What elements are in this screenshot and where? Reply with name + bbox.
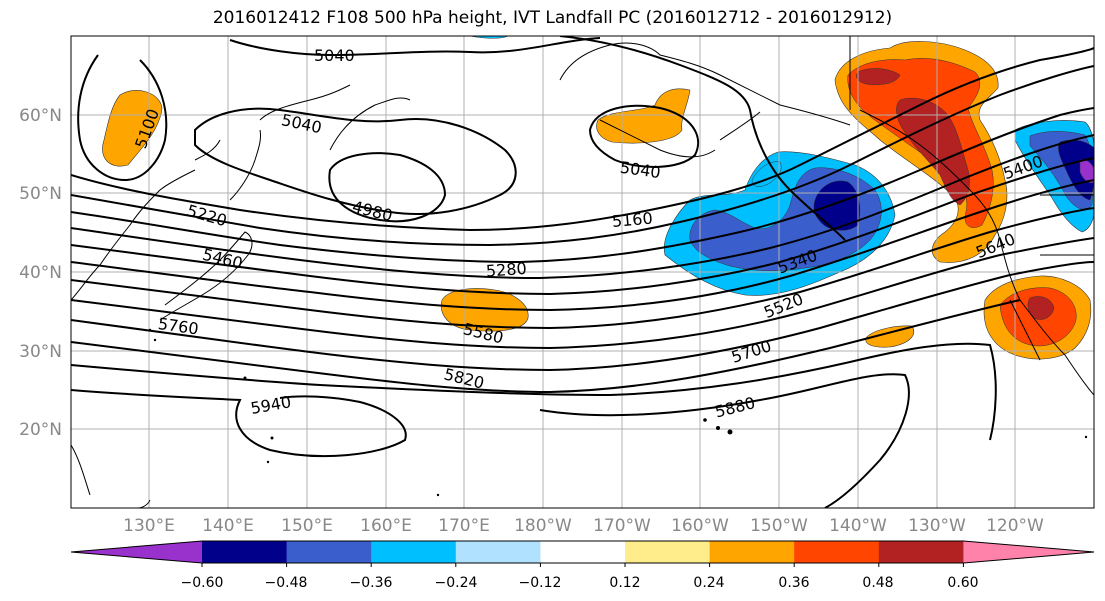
colorbar-extend-max <box>963 541 1094 563</box>
contour-line <box>71 261 1094 372</box>
map-frame <box>70 35 1095 509</box>
colorbar-segment <box>794 541 880 563</box>
contour-line <box>71 157 1094 296</box>
colorbar-segment <box>202 541 288 563</box>
longitude-label: 130°W <box>908 516 966 536</box>
colorbar-tick-label: 0.24 <box>693 575 724 591</box>
contour-line <box>71 237 1094 350</box>
colorbar-tick-label: −0.36 <box>350 575 393 591</box>
colorbar-tick-labels: −0.60 −0.48 −0.36 −0.24 −0.12 0.12 0.24 … <box>181 575 979 591</box>
contour-line <box>71 65 1094 247</box>
longitude-axis: 130°E 140°E 150°E 160°E 170°E 180°W 170°… <box>123 516 1044 536</box>
colorbar-segment <box>878 541 964 563</box>
height-contours <box>71 36 1094 508</box>
contour-line <box>77 54 168 182</box>
contour-line <box>71 389 407 458</box>
latitude-label: 60°N <box>19 106 62 126</box>
negative-anomaly-region <box>1058 139 1094 201</box>
longitude-label: 140°W <box>829 516 887 536</box>
colorbar-segment <box>540 541 626 563</box>
colorbar-tick-label: 0.60 <box>947 575 978 591</box>
contour-label: 5040 <box>314 46 355 65</box>
longitude-label: 160°W <box>671 516 729 536</box>
contour-label: 5280 <box>485 259 527 281</box>
colorbar-segment <box>455 541 541 563</box>
colorbar <box>70 540 1095 567</box>
longitude-label: 140°E <box>202 516 254 536</box>
longitude-label: 170°E <box>438 516 490 536</box>
contour-line <box>71 179 1094 312</box>
colorbar-segment <box>625 541 711 563</box>
contour-line <box>71 299 1021 394</box>
contour-labels: 5040 5100 5040 5040 4980 5220 5160 5400 … <box>131 46 1045 421</box>
colorbar-tick-label: −0.60 <box>181 575 224 591</box>
contour-line <box>71 107 1094 264</box>
positive-anomaly-region <box>102 90 163 167</box>
colorbar-tick-label: −0.48 <box>265 575 308 591</box>
longitude-label: 180°W <box>514 516 572 536</box>
colorbar-tick-label: −0.12 <box>519 575 562 591</box>
contour-line <box>588 104 700 168</box>
colorbar-extend-min <box>71 541 202 563</box>
colorbar-tick-label: −0.24 <box>435 575 478 591</box>
colorbar-segment <box>371 541 457 563</box>
contour-line <box>328 152 447 223</box>
latitude-label: 50°N <box>19 184 62 204</box>
colorbar-segment <box>709 541 795 563</box>
contour-line <box>71 342 997 441</box>
contour-line <box>71 207 1094 330</box>
ivt-shading <box>102 36 1094 360</box>
latitude-label: 30°N <box>19 342 62 362</box>
latitude-label: 20°N <box>19 420 62 440</box>
colorbar-tick-label: 0.48 <box>862 575 893 591</box>
contour-line <box>194 107 517 215</box>
latitude-axis: 60°N 50°N 40°N 30°N 20°N <box>19 106 62 440</box>
positive-anomaly-region <box>865 325 914 348</box>
negative-anomaly-region <box>1079 159 1094 183</box>
map-title: 2016012412 F108 500 hPa height, IVT Land… <box>212 8 893 28</box>
longitude-label: 170°W <box>593 516 651 536</box>
contour-line <box>539 373 910 508</box>
positive-anomaly-region <box>1027 296 1055 320</box>
longitude-label: 120°W <box>986 516 1044 536</box>
positive-anomaly-region <box>440 288 529 332</box>
colorbar-tick-label: 0.36 <box>778 575 809 591</box>
longitude-label: 150°W <box>750 516 808 536</box>
coastlines <box>71 36 1094 508</box>
longitude-label: 160°E <box>360 516 412 536</box>
longitude-label: 130°E <box>123 516 175 536</box>
colorbar-tick-label: 0.12 <box>609 575 640 591</box>
contour-label: 5160 <box>611 208 653 230</box>
contour-line <box>229 37 601 57</box>
contour-line <box>71 47 1094 232</box>
contour-line <box>559 36 846 241</box>
latitude-label: 40°N <box>19 263 62 283</box>
longitude-label: 150°E <box>281 516 333 536</box>
contour-line <box>71 134 1094 280</box>
colorbar-segment <box>286 541 372 563</box>
